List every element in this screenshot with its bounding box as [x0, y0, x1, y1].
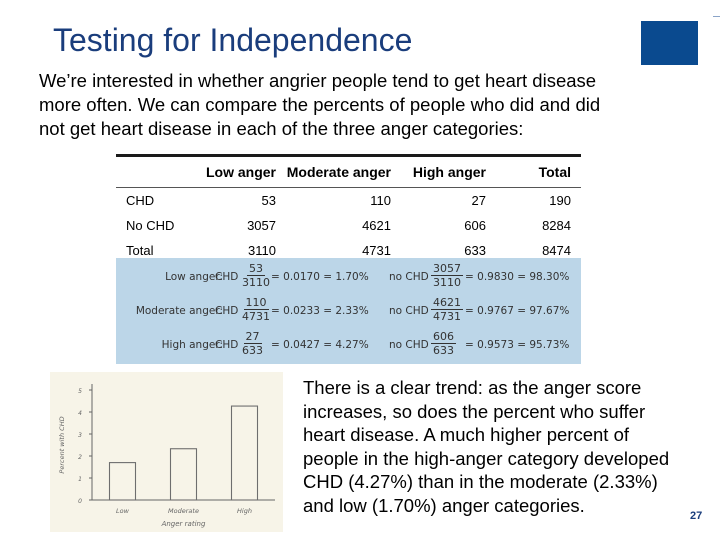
x-axis-label: Anger rating — [161, 520, 206, 528]
chd-result: = 0.0233 = 2.33% — [271, 305, 369, 317]
table-cell: CHD — [126, 193, 155, 208]
table-row: CHD 53 110 27 190 — [116, 188, 581, 213]
y-tick-label: 0 — [78, 498, 82, 505]
chd-fraction: 53 3110 — [240, 262, 272, 289]
calc-chd-label: CHD — [215, 271, 239, 283]
bar-low — [108, 462, 137, 501]
chd-result: = 0.0170 = 1.70% — [271, 271, 369, 283]
two-way-table: Low anger Moderate anger High anger Tota… — [116, 154, 581, 265]
y-tick-label: 2 — [78, 454, 82, 461]
chd-fraction: 110 4731 — [240, 296, 272, 323]
calc-chd-label: CHD — [215, 339, 239, 351]
summary-line: CHD (4.27%) than in the moderate (2.33%) — [303, 471, 658, 492]
table-cell: 110 — [370, 193, 391, 208]
calc-nochd-label: no CHD — [389, 271, 429, 283]
summary-line: people in the high-anger category develo… — [303, 447, 670, 469]
table-cell: 3110 — [248, 243, 276, 258]
table-header-cell: Total — [538, 164, 571, 180]
fraction-numerator: 27 — [243, 330, 262, 344]
table-cell: 27 — [471, 193, 486, 208]
chart-svg: 0 1 2 3 4 5 Percent with CHD Low Moderate High Ang… — [58, 384, 275, 528]
chd-fraction: 27 633 — [240, 330, 265, 357]
fraction-denominator: 4731 — [242, 310, 270, 323]
y-tick-label: 4 — [78, 410, 82, 417]
summary-line: increases, so does the percent who suffe… — [303, 400, 646, 422]
page-number: 27 — [690, 510, 703, 522]
calc-row-label: Moderate anger: — [135, 305, 223, 317]
table-cell: No CHD — [126, 218, 175, 233]
summary-line: heart disease. A much higher percent of — [303, 424, 630, 445]
table-header-cell: Low anger — [205, 164, 276, 180]
table-cell: 606 — [464, 218, 486, 233]
y-axis-label: Percent with CHD — [58, 416, 66, 473]
table-row: Total 3110 4731 633 8474 — [116, 238, 581, 263]
table-header-rule — [116, 187, 581, 188]
calc-row-label: Low anger: — [165, 271, 223, 283]
y-tick-label: 3 — [78, 432, 82, 439]
table-cell: Total — [126, 243, 154, 258]
fraction-numerator: 110 — [243, 296, 269, 310]
x-tick-label: Moderate — [168, 507, 199, 515]
intro-text: We’re interested in whether angrier peop… — [39, 69, 679, 141]
calc-nochd-label: no CHD — [389, 305, 429, 317]
calc-row-label: High anger: — [161, 339, 223, 351]
fraction-numerator: 606 — [431, 330, 456, 344]
calc-row-high: High anger: CHD 27 633 = 0.0427 = 4.27% … — [116, 328, 581, 362]
fraction-denominator: 4731 — [433, 310, 461, 323]
x-tick-label: Low — [116, 507, 130, 515]
chd-result: = 0.0427 = 4.27% — [271, 339, 369, 351]
fraction-numerator: 3057 — [431, 262, 463, 276]
fraction-numerator: 4621 — [431, 296, 463, 310]
fraction-denominator: 3110 — [242, 276, 270, 289]
table-cell: 633 — [464, 243, 486, 258]
slide-title: Testing for Independence — [53, 22, 413, 58]
table-cell: 3057 — [247, 218, 276, 233]
table-cell: 4621 — [362, 218, 391, 233]
nochd-fraction: 4621 4731 — [431, 296, 463, 323]
nochd-fraction: 606 633 — [431, 330, 456, 357]
table-header-cell: Moderate anger — [286, 164, 391, 180]
y-tick-label: 5 — [78, 388, 82, 395]
intro-line: We’re interested in whether angrier peop… — [39, 70, 597, 91]
bar-moderate — [169, 448, 198, 501]
nochd-result: = 0.9573 = 95.73% — [465, 339, 570, 351]
table-top-rule — [116, 154, 581, 157]
table-cell: 190 — [549, 193, 571, 208]
calc-chd-label: CHD — [215, 305, 239, 317]
table-row: No CHD 3057 4621 606 8284 — [116, 213, 581, 238]
summary-line: There is a clear trend: as the anger sco… — [303, 377, 642, 398]
calc-row-low: Low anger: CHD 53 3110 = 0.0170 = 1.70% … — [116, 260, 581, 294]
table-cell: 8284 — [542, 218, 571, 233]
fraction-numerator: 53 — [247, 262, 265, 276]
nochd-fraction: 3057 3110 — [431, 262, 463, 289]
table-cell: 8474 — [542, 243, 571, 258]
summary-text: There is a clear trend: as the anger sco… — [303, 376, 708, 517]
calc-row-moderate: Moderate anger: CHD 110 4731 = 0.0233 = … — [116, 294, 581, 328]
fraction-denominator: 633 — [433, 344, 454, 357]
corner-accent-block — [641, 21, 698, 65]
calc-nochd-label: no CHD — [389, 339, 429, 351]
nochd-result: = 0.9830 = 98.30% — [465, 271, 570, 283]
table-cell: 4731 — [362, 243, 391, 258]
intro-line: more often. We can compare the percents … — [39, 94, 601, 115]
percent-calculation-panel: Low anger: CHD 53 3110 = 0.0170 = 1.70% … — [116, 258, 581, 364]
nochd-result: = 0.9767 = 97.67% — [465, 305, 570, 317]
intro-line: not get heart disease in each of the thr… — [39, 118, 524, 139]
y-tick-label: 1 — [78, 476, 82, 483]
summary-line: and low (1.70%) anger categories. — [303, 494, 585, 516]
table-cell: 53 — [261, 193, 276, 208]
x-tick-label: High — [237, 507, 252, 515]
table-header-cell: High anger — [412, 164, 486, 180]
fraction-denominator: 633 — [242, 344, 263, 357]
bar-high — [230, 405, 259, 501]
fraction-denominator: 3110 — [433, 276, 461, 289]
corner-tick-mark — [713, 16, 720, 24]
chd-bar-chart: 0 1 2 3 4 5 Percent with CHD Low Moderate High Ang… — [50, 372, 283, 532]
table-header-row: Low anger Moderate anger High anger Tota… — [116, 157, 581, 187]
